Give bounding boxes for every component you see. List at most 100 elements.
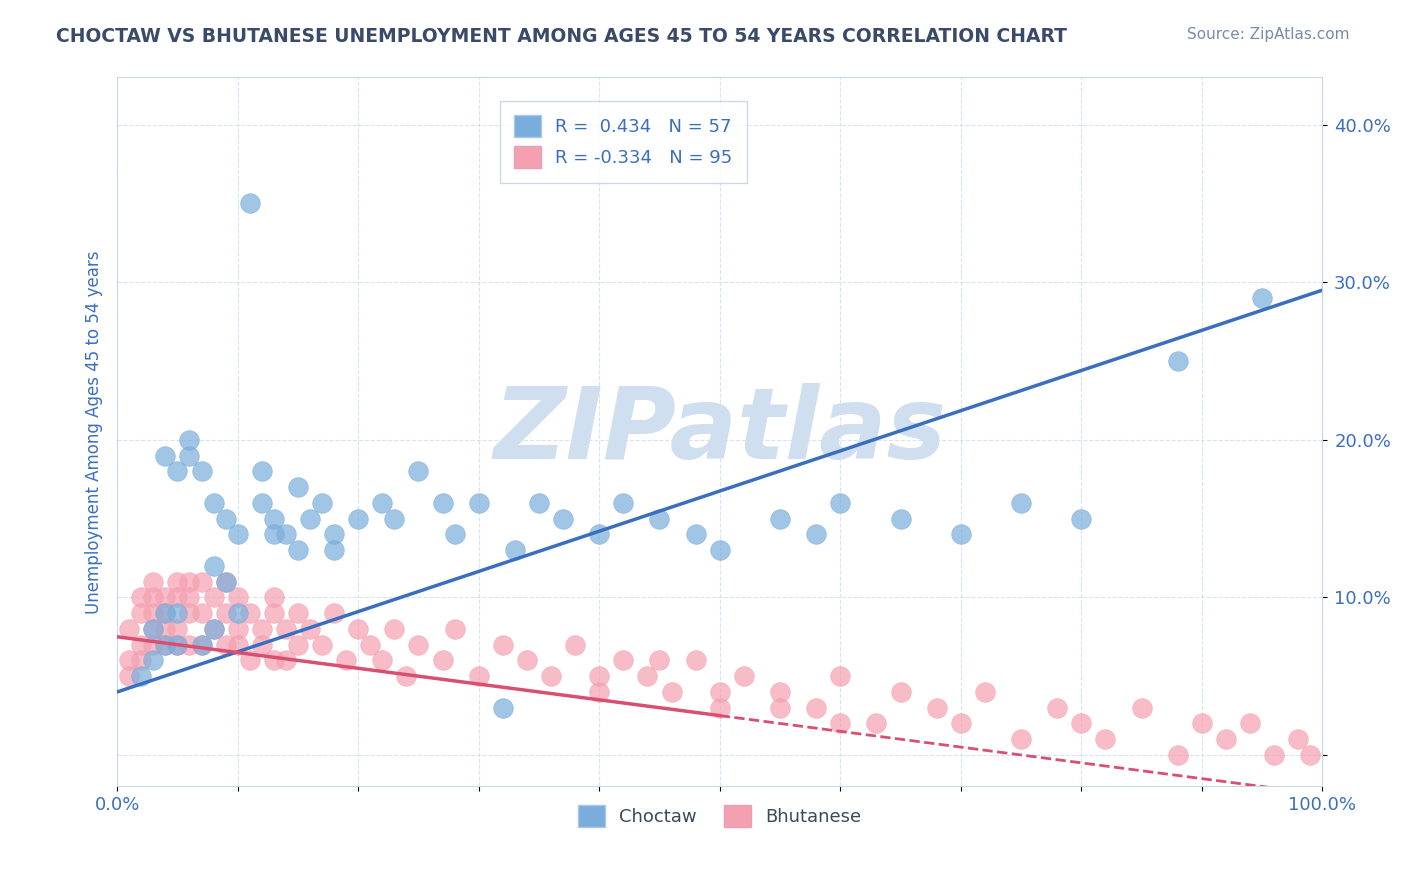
Point — [949, 716, 972, 731]
Point — [166, 464, 188, 478]
Text: Source: ZipAtlas.com: Source: ZipAtlas.com — [1187, 27, 1350, 42]
Point — [287, 638, 309, 652]
Point — [129, 669, 152, 683]
Point — [889, 511, 911, 525]
Point — [142, 574, 165, 589]
Point — [865, 716, 887, 731]
Point — [1010, 496, 1032, 510]
Point — [889, 685, 911, 699]
Point — [1167, 354, 1189, 368]
Point — [190, 606, 212, 620]
Point — [129, 591, 152, 605]
Point — [179, 591, 201, 605]
Point — [226, 622, 249, 636]
Point — [467, 496, 489, 510]
Point — [733, 669, 755, 683]
Point — [155, 638, 177, 652]
Point — [202, 622, 225, 636]
Legend: Choctaw, Bhutanese: Choctaw, Bhutanese — [571, 797, 869, 834]
Point — [973, 685, 995, 699]
Point — [263, 653, 285, 667]
Point — [226, 591, 249, 605]
Point — [1010, 732, 1032, 747]
Point — [1130, 700, 1153, 714]
Point — [335, 653, 357, 667]
Point — [214, 638, 236, 652]
Point — [166, 606, 188, 620]
Point — [129, 638, 152, 652]
Point — [636, 669, 658, 683]
Point — [347, 511, 370, 525]
Point — [202, 591, 225, 605]
Point — [250, 638, 273, 652]
Point — [118, 669, 141, 683]
Point — [661, 685, 683, 699]
Point — [239, 196, 262, 211]
Point — [155, 606, 177, 620]
Point — [709, 543, 731, 558]
Point — [202, 496, 225, 510]
Point — [142, 606, 165, 620]
Point — [648, 511, 671, 525]
Point — [190, 638, 212, 652]
Point — [503, 543, 526, 558]
Point — [166, 638, 188, 652]
Point — [1094, 732, 1116, 747]
Point — [155, 591, 177, 605]
Point — [709, 700, 731, 714]
Point — [166, 591, 188, 605]
Point — [179, 638, 201, 652]
Point — [371, 496, 394, 510]
Point — [298, 511, 321, 525]
Point — [949, 527, 972, 541]
Point — [408, 638, 430, 652]
Point — [155, 622, 177, 636]
Point — [226, 638, 249, 652]
Point — [925, 700, 948, 714]
Point — [347, 622, 370, 636]
Point — [214, 574, 236, 589]
Point — [516, 653, 538, 667]
Point — [371, 653, 394, 667]
Point — [214, 606, 236, 620]
Point — [202, 558, 225, 573]
Point — [709, 685, 731, 699]
Point — [142, 638, 165, 652]
Point — [214, 511, 236, 525]
Point — [527, 496, 550, 510]
Point — [190, 464, 212, 478]
Point — [287, 480, 309, 494]
Point — [685, 653, 707, 667]
Point — [323, 606, 346, 620]
Point — [685, 527, 707, 541]
Point — [382, 622, 405, 636]
Point — [263, 606, 285, 620]
Point — [432, 496, 454, 510]
Point — [179, 433, 201, 447]
Point — [287, 606, 309, 620]
Point — [226, 527, 249, 541]
Point — [830, 496, 852, 510]
Point — [250, 464, 273, 478]
Point — [166, 574, 188, 589]
Point — [1239, 716, 1261, 731]
Point — [1070, 716, 1092, 731]
Point — [263, 527, 285, 541]
Point — [830, 669, 852, 683]
Point — [323, 527, 346, 541]
Point — [179, 574, 201, 589]
Point — [263, 591, 285, 605]
Text: CHOCTAW VS BHUTANESE UNEMPLOYMENT AMONG AGES 45 TO 54 YEARS CORRELATION CHART: CHOCTAW VS BHUTANESE UNEMPLOYMENT AMONG … — [56, 27, 1067, 45]
Point — [155, 449, 177, 463]
Point — [323, 543, 346, 558]
Point — [551, 511, 574, 525]
Point — [432, 653, 454, 667]
Point — [1167, 747, 1189, 762]
Point — [1251, 291, 1274, 305]
Point — [1070, 511, 1092, 525]
Point — [250, 622, 273, 636]
Point — [359, 638, 381, 652]
Point — [1299, 747, 1322, 762]
Point — [274, 653, 297, 667]
Point — [118, 653, 141, 667]
